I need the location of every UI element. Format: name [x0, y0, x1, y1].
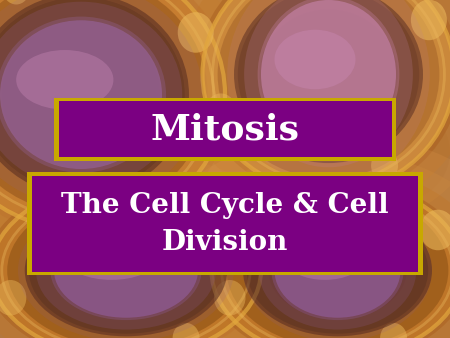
Ellipse shape [167, 152, 450, 338]
Ellipse shape [16, 50, 113, 110]
Ellipse shape [214, 280, 246, 315]
Ellipse shape [133, 0, 450, 258]
Ellipse shape [342, 101, 450, 203]
Ellipse shape [247, 207, 428, 334]
Ellipse shape [158, 0, 450, 234]
Ellipse shape [178, 12, 214, 53]
Ellipse shape [180, 0, 450, 214]
Ellipse shape [371, 150, 398, 181]
Ellipse shape [243, 199, 432, 338]
Ellipse shape [142, 134, 450, 338]
Ellipse shape [0, 280, 26, 315]
Ellipse shape [0, 0, 184, 192]
Ellipse shape [0, 20, 162, 169]
Bar [27, 172, 423, 275]
Text: The Cell Cycle & Cell
Division: The Cell Cycle & Cell Division [61, 192, 389, 256]
Ellipse shape [0, 2, 182, 188]
Text: Mitosis: Mitosis [150, 112, 300, 146]
Ellipse shape [0, 178, 268, 338]
Ellipse shape [0, 0, 202, 206]
Ellipse shape [257, 0, 400, 152]
Ellipse shape [3, 0, 30, 4]
Ellipse shape [411, 0, 447, 40]
Ellipse shape [202, 0, 450, 193]
Ellipse shape [243, 204, 432, 336]
Ellipse shape [0, 0, 232, 237]
Ellipse shape [173, 323, 200, 338]
Ellipse shape [0, 0, 304, 304]
Ellipse shape [0, 17, 166, 173]
Ellipse shape [25, 204, 227, 336]
Ellipse shape [287, 242, 363, 280]
Ellipse shape [0, 183, 261, 338]
Ellipse shape [216, 210, 252, 250]
Ellipse shape [271, 221, 404, 320]
Ellipse shape [36, 211, 216, 330]
Bar [32, 176, 419, 272]
Ellipse shape [420, 210, 450, 250]
Ellipse shape [196, 0, 450, 199]
Ellipse shape [268, 222, 407, 319]
Ellipse shape [234, 0, 423, 163]
Ellipse shape [274, 223, 400, 318]
Ellipse shape [267, 187, 294, 217]
Ellipse shape [52, 187, 79, 217]
Ellipse shape [2, 20, 160, 169]
Ellipse shape [261, 0, 396, 149]
Ellipse shape [259, 9, 398, 140]
Ellipse shape [54, 223, 198, 318]
Ellipse shape [212, 183, 450, 338]
Ellipse shape [0, 134, 335, 338]
Ellipse shape [0, 0, 251, 254]
Ellipse shape [189, 167, 450, 338]
Ellipse shape [7, 193, 245, 338]
Bar [54, 98, 396, 161]
Ellipse shape [274, 30, 356, 89]
Ellipse shape [0, 0, 189, 196]
Ellipse shape [0, 152, 308, 338]
Ellipse shape [131, 184, 158, 214]
Ellipse shape [68, 242, 155, 280]
Ellipse shape [18, 199, 234, 338]
Ellipse shape [0, 167, 285, 338]
Ellipse shape [0, 0, 208, 214]
Ellipse shape [218, 0, 439, 178]
Bar [58, 101, 392, 157]
Ellipse shape [244, 0, 413, 167]
Ellipse shape [0, 0, 275, 277]
Ellipse shape [380, 323, 407, 338]
Ellipse shape [50, 221, 202, 320]
Ellipse shape [227, 193, 448, 338]
Ellipse shape [205, 178, 450, 338]
Ellipse shape [0, 0, 225, 230]
Ellipse shape [259, 211, 416, 330]
Ellipse shape [29, 207, 223, 334]
Ellipse shape [52, 222, 200, 319]
Ellipse shape [227, 0, 430, 186]
Ellipse shape [238, 0, 419, 160]
Ellipse shape [0, 135, 76, 237]
Ellipse shape [205, 93, 237, 129]
